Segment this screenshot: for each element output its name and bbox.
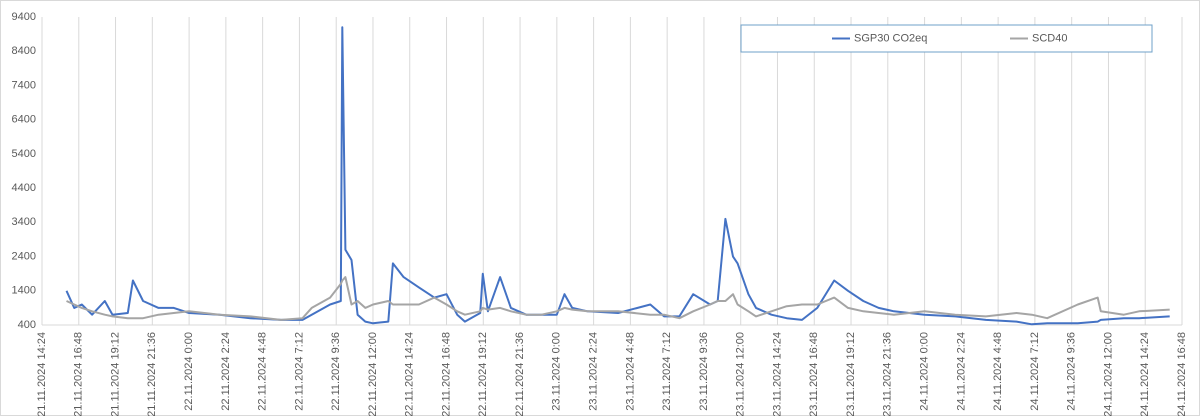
x-tick-label: 21.11.2024 19:12	[109, 332, 121, 416]
x-tick-label: 23.11.2024 2:24	[588, 332, 600, 411]
y-tick-label: 8400	[12, 45, 36, 57]
y-tick-label: 5400	[12, 148, 36, 160]
y-tick-label: 2400	[12, 250, 36, 262]
y-tick-label: 1400	[12, 285, 36, 297]
x-tick-label: 21.11.2024 21:36	[146, 332, 158, 416]
x-tick-label: 22.11.2024 21:36	[514, 332, 526, 416]
x-tick-label: 23.11.2024 12:00	[735, 332, 747, 416]
series-line	[66, 276, 1170, 321]
x-tick-label: 24.11.2024 9:36	[1066, 332, 1078, 411]
y-tick-label: 7400	[12, 79, 36, 91]
x-tick-label: 22.11.2024 9:36	[330, 332, 342, 411]
y-tick-label: 4400	[12, 182, 36, 194]
x-tick-label: 24.11.2024 14:24	[1139, 332, 1151, 416]
x-tick-label: 22.11.2024 19:12	[477, 332, 489, 416]
x-tick-label: 21.11.2024 16:48	[73, 332, 85, 416]
x-tick-label: 23.11.2024 19:12	[845, 332, 857, 416]
x-tick-label: 24.11.2024 4:48	[992, 332, 1004, 411]
y-tick-label: 3400	[12, 216, 36, 228]
x-tick-label: 23.11.2024 7:12	[661, 332, 673, 411]
legend: SGP30 CO2eq SCD40	[740, 24, 1153, 53]
x-tick-label: 23.11.2024 4:48	[624, 332, 636, 411]
x-tick-label: 24.11.2024 12:00	[1102, 332, 1114, 416]
x-tick-label: 23.11.2024 14:24	[771, 332, 783, 416]
y-tick-label: 9400	[12, 11, 36, 23]
x-tick-label: 22.11.2024 12:00	[367, 332, 379, 416]
x-tick-label: 22.11.2024 2:24	[220, 332, 232, 411]
legend-box	[740, 24, 1153, 53]
x-tick-label: 22.11.2024 4:48	[257, 332, 269, 411]
y-tick-label: 400	[18, 319, 36, 331]
x-tick-label: 24.11.2024 7:12	[1029, 332, 1041, 411]
x-tick-label: 22.11.2024 14:24	[404, 332, 416, 416]
x-tick-label: 24.11.2024 2:24	[955, 332, 967, 411]
y-tick-label: 6400	[12, 114, 36, 126]
x-tick-label: 22.11.2024 0:00	[183, 332, 195, 411]
x-tick-label: 23.11.2024 16:48	[808, 332, 820, 416]
x-tick-label: 24.11.2024 0:00	[918, 332, 930, 411]
legend-label: SCD40	[1032, 32, 1067, 44]
x-tick-label: 21.11.2024 14:24	[36, 332, 48, 416]
x-tick-label: 24.11.2024 16:48	[1176, 332, 1188, 416]
x-tick-label: 23.11.2024 21:36	[882, 332, 894, 416]
x-tick-label: 23.11.2024 0:00	[551, 332, 563, 411]
x-tick-label: 22.11.2024 16:48	[440, 332, 452, 416]
legend-label: SGP30 CO2eq	[854, 32, 927, 44]
x-tick-label: 22.11.2024 7:12	[293, 332, 305, 411]
x-tick-label: 23.11.2024 9:36	[698, 332, 710, 411]
